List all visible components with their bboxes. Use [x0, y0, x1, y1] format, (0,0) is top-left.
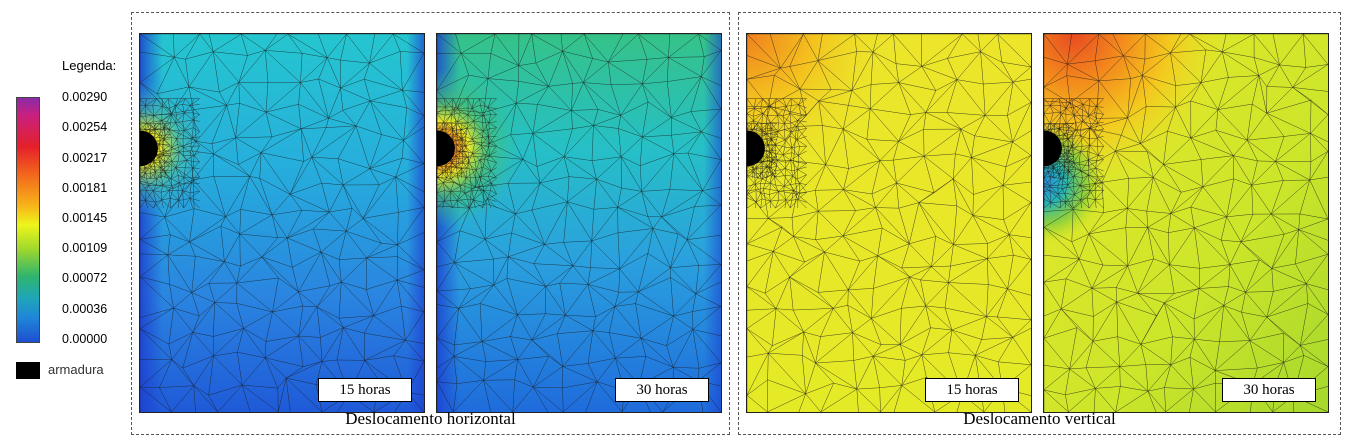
legend-title: Legenda: — [62, 58, 117, 73]
legend-tick-6: 0.00072 — [62, 271, 108, 285]
time-label-vertical-30h: 30 horas — [1222, 378, 1316, 402]
time-label-vertical-15h: 15 horas — [925, 378, 1019, 402]
time-label-horizontal-30h: 30 horas — [615, 378, 709, 402]
group-label-horizontal: Deslocamento horizontal — [345, 409, 516, 428]
panel-vertical-15h: 15 horas — [746, 33, 1032, 413]
legend-tick-3: 0.00181 — [62, 181, 108, 195]
time-label-horizontal-15h: 15 horas — [318, 378, 412, 402]
legend-tick-2: 0.00217 — [62, 151, 108, 165]
panel-field-vertical-15h — [747, 34, 1031, 412]
panel-vertical-30h: 30 horas — [1043, 33, 1329, 413]
panel-horizontal-15h: 15 horas — [139, 33, 425, 413]
panel-horizontal-30h: 30 horas — [436, 33, 722, 413]
fem-mesh-lines — [747, 34, 1031, 412]
group-label-vertical: Deslocamento vertical — [963, 409, 1116, 428]
fem-mesh-lines — [437, 34, 721, 412]
armadura-bar-icon — [437, 130, 455, 167]
panel-field-horizontal-30h — [437, 34, 721, 412]
group-horizontal-displacement: 15 horas — [131, 12, 730, 435]
legend-tick-1: 0.00254 — [62, 120, 108, 134]
legend-tick-8: 0.00000 — [62, 332, 108, 346]
panel-field-horizontal-15h — [140, 34, 424, 412]
legend-tick-0: 0.00290 — [62, 90, 108, 104]
fem-mesh-lines — [140, 34, 424, 412]
armadura-swatch — [16, 362, 40, 379]
armadura-bar-icon — [747, 130, 765, 167]
legend-tick-7: 0.00036 — [62, 302, 108, 316]
armadura-label: armadura — [48, 362, 104, 377]
armadura-bar-icon — [140, 130, 158, 167]
legend-tick-4: 0.00145 — [62, 211, 108, 225]
legend-tick-5: 0.00109 — [62, 241, 108, 255]
group-vertical-displacement: 15 horas 30 — [738, 12, 1341, 435]
legend-colorbar — [16, 97, 40, 343]
panel-field-vertical-30h — [1044, 34, 1328, 412]
fem-mesh-lines — [1044, 34, 1328, 412]
armadura-bar-icon — [1044, 130, 1062, 167]
